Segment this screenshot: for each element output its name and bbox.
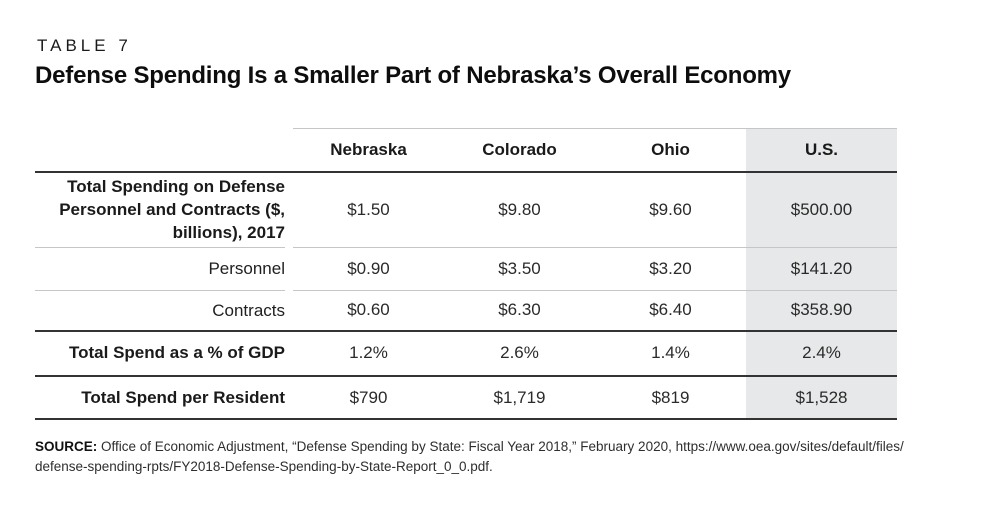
- divider-header-bottom: [35, 171, 897, 173]
- divider-row2-values: [293, 290, 897, 291]
- source-prefix: SOURCE:: [35, 439, 98, 454]
- us-column-highlight: [746, 129, 897, 419]
- cell-gdp-colorado: 2.6%: [500, 342, 539, 362]
- row-label-contracts: Contracts: [212, 300, 285, 320]
- cell-resident-nebraska: $790: [349, 387, 388, 407]
- cell-gdp-nebraska: 1.2%: [349, 342, 388, 362]
- cell-resident-colorado: $1,719: [493, 387, 546, 407]
- row-label-personnel: Personnel: [208, 259, 285, 278]
- divider-row1-label: [35, 247, 285, 248]
- page-title: Defense Spending Is a Smaller Part of Ne…: [35, 62, 791, 89]
- source-line-1: SOURCE: Office of Economic Adjustment, “…: [35, 437, 965, 457]
- cell-contracts-us: $358.90: [790, 300, 853, 319]
- source-text-1: Office of Economic Adjustment, “Defense …: [97, 439, 904, 454]
- table-number-label: TABLE 7: [37, 36, 132, 55]
- row-label-pct-gdp: Total Spend as a % of GDP: [69, 343, 285, 362]
- cell-resident-ohio: $819: [651, 387, 690, 407]
- source-line-2: defense-spending-rpts/FY2018-Defense-Spe…: [35, 459, 493, 474]
- cell-total-nebraska: $1.50: [347, 199, 390, 219]
- divider-table-bottom: [35, 418, 897, 420]
- divider-above-resident-row: [35, 375, 897, 377]
- row-label-total-spending: Total Spending on Defense Personnel and …: [59, 177, 285, 242]
- cell-personnel-ohio: $3.20: [649, 258, 692, 278]
- column-header-colorado: Colorado: [482, 140, 557, 159]
- cell-total-colorado: $9.80: [498, 199, 541, 219]
- source-note: SOURCE: Office of Economic Adjustment, “…: [35, 437, 965, 477]
- divider-header-top: [293, 128, 897, 129]
- cell-total-ohio: $9.60: [649, 199, 692, 219]
- cell-personnel-colorado: $3.50: [498, 258, 541, 278]
- cell-personnel-us: $141.20: [790, 258, 853, 278]
- table-grid: Nebraska Colorado Ohio U.S. Total Spendi…: [35, 128, 897, 420]
- defense-spending-table: Nebraska Colorado Ohio U.S. Total Spendi…: [35, 128, 897, 420]
- cell-total-us: $500.00: [790, 199, 853, 219]
- cell-contracts-colorado: $6.30: [498, 300, 541, 319]
- cell-resident-us: $1,528: [795, 387, 848, 407]
- divider-row2-label: [35, 290, 285, 291]
- cell-gdp-ohio: 1.4%: [651, 342, 690, 362]
- column-header-ohio: Ohio: [651, 140, 690, 159]
- cell-contracts-nebraska: $0.60: [347, 300, 390, 319]
- cell-personnel-nebraska: $0.90: [347, 258, 390, 278]
- row-label-per-resident: Total Spend per Resident: [81, 388, 285, 407]
- column-header-nebraska: Nebraska: [330, 140, 407, 159]
- cell-contracts-ohio: $6.40: [649, 300, 692, 319]
- column-header-us: U.S.: [804, 140, 839, 159]
- divider-above-gdp-row: [35, 330, 897, 332]
- divider-row1-values: [293, 247, 897, 248]
- table-corner-cell: [35, 128, 293, 172]
- cell-gdp-us: 2.4%: [802, 342, 841, 362]
